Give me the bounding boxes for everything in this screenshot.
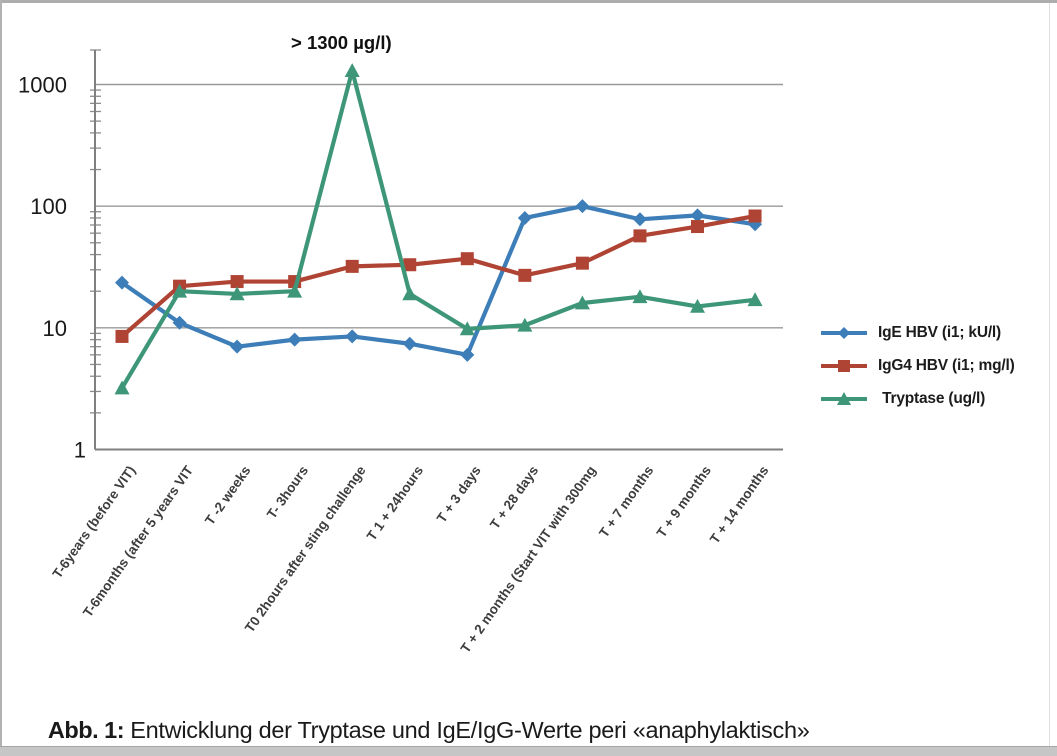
marker-ige-9 — [632, 212, 647, 227]
x-axis-label: T-6months (after 5 years VIT — [80, 463, 196, 620]
frame-edge-left — [0, 0, 2, 756]
marker-ige-10 — [690, 208, 705, 223]
figure-caption: Abb. 1: Entwicklung der Tryptase und IgE… — [23, 690, 810, 756]
marker-ige-5 — [402, 336, 417, 351]
marker-tryptase-5 — [402, 286, 418, 301]
x-axis-label: T + 14 months — [707, 463, 772, 546]
x-axis-label: T + 2 months (Start VIT with 300mg — [458, 463, 599, 656]
x-axis-label: T- 3hours — [264, 463, 311, 521]
marker-tryptase-8 — [574, 295, 590, 310]
marker-igg4-0 — [115, 329, 129, 343]
marker-tryptase-11 — [747, 292, 763, 307]
legend-swatch-triangle-icon — [821, 391, 867, 405]
caption-label: Abb. 1: — [47, 717, 125, 743]
marker-tryptase-10 — [690, 298, 705, 313]
marker-ige-2 — [230, 339, 245, 354]
marker-igg4-5 — [403, 258, 417, 272]
legend-swatch-square-icon — [821, 359, 867, 372]
legend-item-ige: IgE HBV (i1; kU/l) — [818, 316, 1015, 349]
marker-tryptase-3 — [287, 283, 303, 298]
marker-tryptase-6 — [459, 321, 475, 336]
frame-edge-right — [1049, 3, 1050, 747]
x-axis-label: T + 3 days — [434, 463, 484, 525]
marker-ige-1 — [172, 315, 187, 330]
marker-tryptase-9 — [632, 289, 648, 304]
marker-igg4-9 — [633, 229, 647, 243]
marker-tryptase-4 — [344, 63, 360, 78]
marker-igg4-11 — [748, 209, 762, 223]
x-axis-label: T -2 weeks — [202, 463, 253, 528]
y-axis-label-1000: 1000 — [18, 72, 67, 97]
frame-edge-bottom-line — [0, 746, 1057, 747]
marker-ige-6 — [460, 347, 475, 362]
marker-ige-8 — [575, 199, 590, 214]
x-axis-label: T0 2hours after sting challenge — [242, 463, 369, 635]
frame-edge-top — [0, 0, 1057, 3]
marker-igg4-6 — [460, 252, 474, 266]
marker-tryptase-2 — [229, 286, 245, 301]
marker-ige-7 — [517, 210, 532, 225]
series-line-ige — [119, 204, 758, 357]
legend-label-ige: IgE HBV (i1; kU/l) — [878, 323, 1001, 341]
marker-igg4-7 — [518, 268, 532, 282]
marker-igg4-2 — [230, 275, 244, 289]
y-axis-label-10: 10 — [43, 316, 67, 341]
marker-igg4-10 — [691, 220, 704, 234]
marker-igg4-8 — [575, 256, 589, 270]
marker-tryptase-7 — [517, 317, 533, 332]
y-axis-label-1: 1 — [74, 438, 86, 463]
caption-text: Entwicklung der Tryptase und IgE/IgG-Wer… — [124, 717, 810, 743]
legend-item-igg4: IgG4 HBV (i1; mg/l) — [818, 349, 1015, 382]
marker-tryptase-0 — [114, 380, 130, 395]
y-axis-label-100: 100 — [30, 194, 67, 219]
chart-legend: IgE HBV (i1; kU/l) IgG4 HBV (i1; mg/l) Tr… — [818, 316, 1015, 415]
legend-swatch-diamond-icon — [821, 326, 867, 339]
series-line-igg4 — [119, 213, 758, 339]
legend-label-igg4: IgG4 HBV (i1; mg/l) — [878, 356, 1015, 374]
legend-label-tryptase: Tryptase (ug/l) — [878, 389, 986, 407]
x-axis-label: T + 9 months — [654, 463, 714, 540]
spike-annotation: > 1300 µg/l) — [291, 32, 392, 53]
series-line-tryptase — [119, 68, 758, 391]
x-axis-label: T + 28 days — [487, 463, 541, 532]
frame-edge-bottom — [0, 747, 1057, 756]
marker-igg4-4 — [345, 259, 359, 273]
marker-ige-0 — [115, 275, 129, 290]
marker-ige-4 — [345, 329, 360, 344]
marker-tryptase-1 — [172, 283, 188, 298]
legend-item-tryptase: Tryptase (ug/l) — [818, 382, 1015, 415]
marker-ige-3 — [287, 332, 302, 347]
x-axis-label: T + 7 months — [596, 463, 656, 540]
x-axis-label: T 1 + 24hours — [364, 463, 426, 543]
